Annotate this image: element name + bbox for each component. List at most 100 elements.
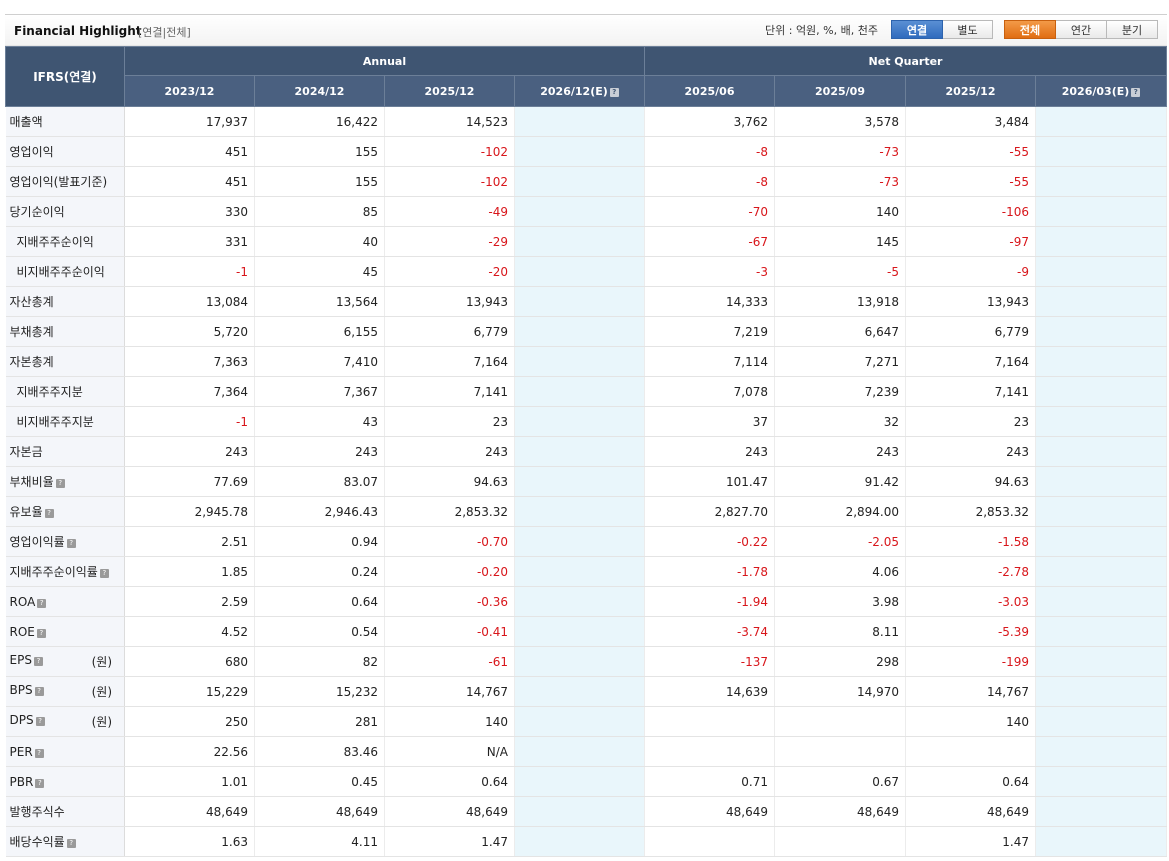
help-icon[interactable]: ?: [35, 778, 45, 788]
row-label-text: 지배주주순이익률: [9, 565, 98, 579]
table-cell: 15,229: [124, 676, 255, 707]
table-cell: [1035, 166, 1168, 197]
table-cell: 7,141: [905, 376, 1037, 407]
table-row: 자본금 243 243 243 243 243 243: [5, 436, 1168, 467]
row-label-text: 부채총계: [9, 325, 54, 339]
table-cell: 37: [644, 406, 776, 437]
period-toggle: 전체 연간 분기: [1004, 20, 1158, 39]
help-icon[interactable]: ?: [55, 479, 65, 488]
row-label: 영업이익(발표기준): [5, 166, 125, 197]
table-row: 지배주주순이익 331 40 -29 -67 145 -97: [5, 226, 1168, 257]
help-icon[interactable]: ?: [37, 598, 47, 608]
table-cell: -67: [644, 226, 776, 257]
row-label-text: ROE: [9, 624, 35, 639]
help-icon[interactable]: ?: [44, 509, 54, 518]
table-cell: -70: [644, 196, 776, 227]
table-cell: -0.70: [384, 526, 515, 557]
help-icon[interactable]: ?: [66, 839, 76, 848]
table-cell: -3.74: [644, 616, 776, 647]
unit-label: 단위 : 억원, %, 배, 천주: [765, 24, 878, 37]
row-label-text: 영업이익률: [9, 535, 65, 549]
table-cell: [1035, 346, 1168, 377]
table-cell: [514, 646, 646, 677]
table-cell: [514, 556, 646, 587]
row-label-text: 영업이익: [9, 145, 54, 159]
help-icon[interactable]: ?: [66, 539, 76, 548]
table-cell: [1035, 646, 1168, 677]
table-cell: [514, 676, 646, 707]
table-cell: -8: [644, 136, 776, 167]
row-label-text: 지배주주지분: [16, 385, 83, 399]
row-label-text: EPS: [9, 653, 32, 667]
table-cell: 7,410: [254, 346, 385, 377]
table-cell: 2.59: [124, 586, 255, 617]
table-cell: -102: [384, 166, 515, 197]
table-cell: 40: [254, 226, 385, 257]
help-icon[interactable]: ?: [36, 628, 46, 638]
row-label-text: DPS: [9, 713, 34, 727]
table-cell: [514, 256, 646, 287]
table-cell: 243: [905, 436, 1037, 467]
table-cell: [514, 346, 646, 377]
table-cell: 45: [254, 256, 385, 287]
table-cell: -73: [774, 136, 907, 167]
help-icon[interactable]: ?: [35, 717, 45, 726]
column-header: 2026/12(E)?: [513, 75, 646, 107]
help-icon[interactable]: ?: [34, 748, 44, 758]
row-label: 자본금: [5, 436, 125, 467]
table-cell: 0.94: [254, 526, 385, 557]
table-cell: [514, 166, 646, 197]
table-cell: [774, 826, 907, 857]
table-row: 영업이익률? 2.51 0.94 -0.70 -0.22 -2.05 -1.58: [5, 526, 1168, 557]
row-unit: (원): [91, 655, 112, 669]
table-cell: 83.07: [254, 466, 385, 497]
table-cell: 48,649: [124, 796, 255, 827]
table-cell: [514, 526, 646, 557]
table-cell: 13,943: [384, 286, 515, 317]
help-icon[interactable]: ?: [99, 569, 109, 578]
column-header-row: 2023/12 2024/12 2025/12 2026/12(E)? 2025/06 2…: [6, 75, 1168, 107]
table-cell: 13,564: [254, 286, 385, 317]
table-cell: 48,649: [644, 796, 776, 827]
table-cell: -1: [124, 256, 255, 287]
row-label: 비지배주주지분: [5, 406, 125, 437]
help-icon[interactable]: ?: [34, 687, 44, 696]
all-period-button[interactable]: 전체: [1004, 20, 1056, 39]
table-cell: [644, 736, 776, 767]
table-cell: 32: [774, 406, 907, 437]
table-cell: 140: [774, 196, 907, 227]
table-cell: 7,164: [384, 346, 515, 377]
table-cell: -137: [644, 646, 776, 677]
table-cell: 22.56: [124, 736, 255, 767]
quarter-button[interactable]: 분기: [1107, 20, 1158, 39]
row-label-text: 자산총계: [9, 295, 54, 309]
annual-button[interactable]: 연간: [1056, 20, 1107, 39]
table-cell: [514, 736, 646, 767]
table-cell: [1035, 466, 1168, 497]
row-unit: (원): [91, 715, 112, 729]
table-cell: 243: [254, 436, 385, 467]
help-icon[interactable]: ?: [609, 87, 619, 97]
column-header: 2026/03(E)?: [1035, 75, 1168, 107]
table-cell: [644, 826, 776, 857]
table-cell: 680: [124, 646, 255, 677]
help-icon[interactable]: ?: [1131, 87, 1141, 97]
table-cell: 250: [124, 706, 255, 737]
table-cell: 0.45: [254, 766, 385, 797]
table-cell: 4.06: [774, 556, 907, 587]
table-cell: [1035, 226, 1168, 257]
help-icon[interactable]: ?: [33, 657, 43, 666]
table-cell: [1035, 706, 1168, 737]
table-cell: 7,114: [644, 346, 776, 377]
row-label-text: ROA: [9, 594, 36, 609]
table-cell: [1035, 556, 1168, 587]
separate-button[interactable]: 별도: [943, 20, 993, 39]
table-cell: 1.85: [124, 556, 255, 587]
table-cell: [514, 706, 646, 737]
table-cell: 0.64: [384, 766, 515, 797]
consolidated-button[interactable]: 연결: [891, 20, 943, 39]
table-cell: 2,827.70: [644, 496, 776, 527]
row-label: EPS? (원): [5, 646, 125, 677]
table-cell: -1.78: [644, 556, 776, 587]
table-cell: 94.63: [905, 466, 1037, 497]
